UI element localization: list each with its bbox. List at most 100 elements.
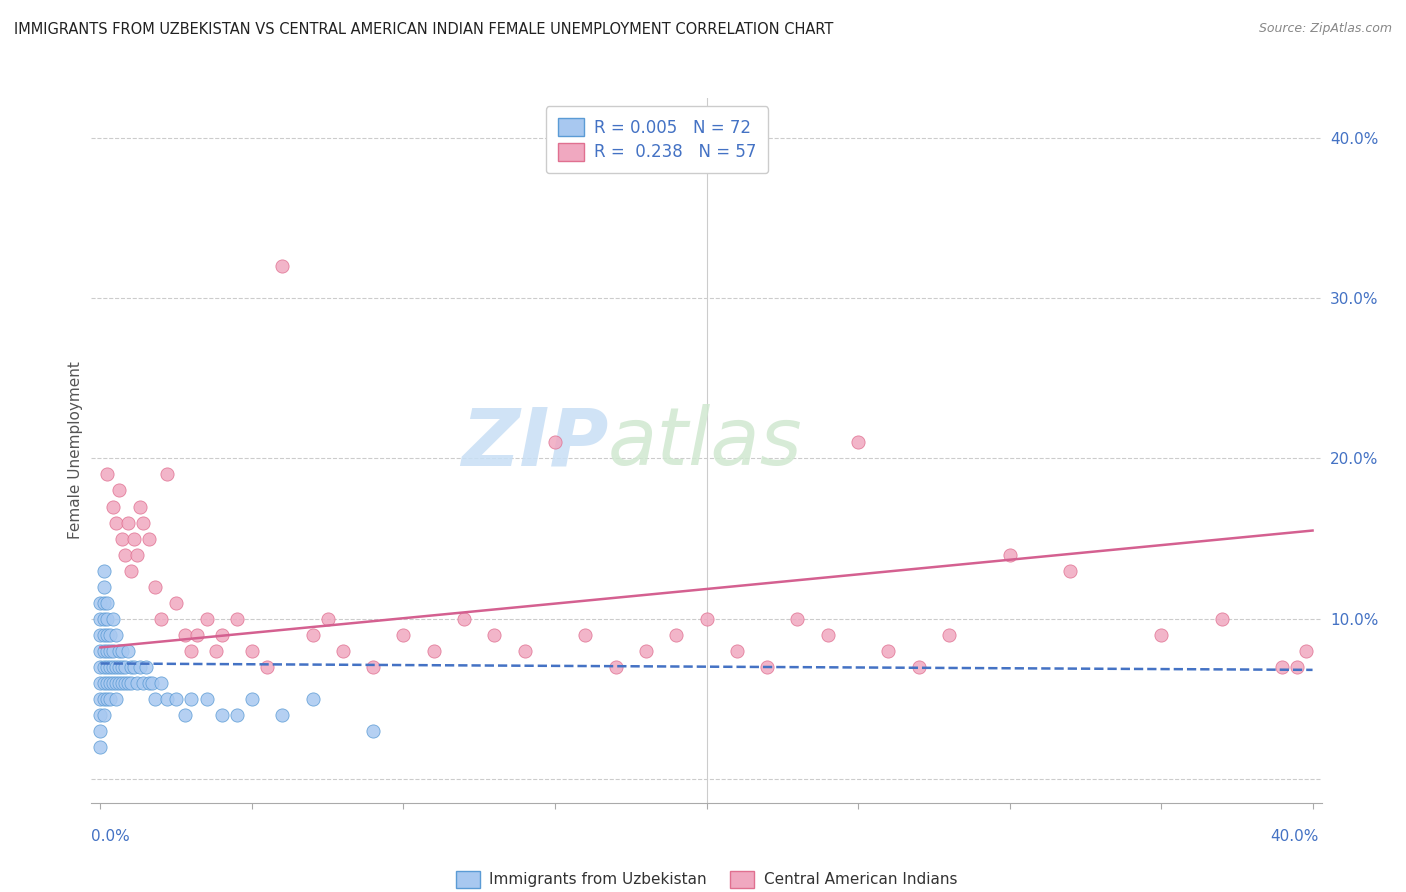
Text: atlas: atlas xyxy=(607,404,803,483)
Point xyxy=(111,643,134,657)
Point xyxy=(1059,564,1081,578)
Point xyxy=(316,612,339,626)
Point xyxy=(150,612,173,626)
Point xyxy=(89,643,111,657)
Text: 40.0%: 40.0% xyxy=(1271,830,1319,844)
Point xyxy=(101,659,124,673)
Point xyxy=(89,739,111,754)
Point xyxy=(817,627,839,641)
Point xyxy=(93,675,115,690)
Point xyxy=(98,643,121,657)
Point xyxy=(89,723,111,738)
Point xyxy=(104,691,127,706)
Point xyxy=(938,627,960,641)
Point xyxy=(544,435,567,450)
Point xyxy=(120,675,142,690)
Point xyxy=(211,627,233,641)
Point xyxy=(93,564,115,578)
Point xyxy=(165,596,187,610)
Point xyxy=(107,659,129,673)
Point xyxy=(301,627,323,641)
Point xyxy=(89,596,111,610)
Point xyxy=(240,643,263,657)
Point xyxy=(117,516,139,530)
Text: ZIP: ZIP xyxy=(461,404,607,483)
Point xyxy=(96,596,118,610)
Point xyxy=(93,612,115,626)
Text: IMMIGRANTS FROM UZBEKISTAN VS CENTRAL AMERICAN INDIAN FEMALE UNEMPLOYMENT CORREL: IMMIGRANTS FROM UZBEKISTAN VS CENTRAL AM… xyxy=(14,22,834,37)
Point xyxy=(150,675,173,690)
Y-axis label: Female Unemployment: Female Unemployment xyxy=(67,361,83,540)
Point xyxy=(332,643,354,657)
Point xyxy=(513,643,536,657)
Point xyxy=(1295,643,1317,657)
Point xyxy=(93,707,115,722)
Point xyxy=(98,675,121,690)
Point xyxy=(114,548,136,562)
Point xyxy=(104,675,127,690)
Point xyxy=(98,627,121,641)
Point xyxy=(361,659,384,673)
Point xyxy=(122,659,145,673)
Point xyxy=(96,467,118,482)
Point xyxy=(156,691,179,706)
Point xyxy=(104,627,127,641)
Point xyxy=(101,675,124,690)
Point xyxy=(96,675,118,690)
Point xyxy=(93,643,115,657)
Point xyxy=(605,659,627,673)
Point xyxy=(89,612,111,626)
Point xyxy=(93,691,115,706)
Point xyxy=(89,627,111,641)
Point xyxy=(114,675,136,690)
Point xyxy=(786,612,808,626)
Point xyxy=(1150,627,1173,641)
Point xyxy=(423,643,446,657)
Point xyxy=(138,532,160,546)
Point xyxy=(93,627,115,641)
Point xyxy=(725,643,748,657)
Point xyxy=(634,643,657,657)
Point xyxy=(225,707,247,722)
Point xyxy=(93,580,115,594)
Point xyxy=(120,564,142,578)
Point xyxy=(186,627,208,641)
Point xyxy=(122,532,145,546)
Point xyxy=(96,659,118,673)
Point xyxy=(98,659,121,673)
Point xyxy=(165,691,187,706)
Point xyxy=(132,675,155,690)
Point xyxy=(1271,659,1294,673)
Point xyxy=(195,612,218,626)
Point xyxy=(89,707,111,722)
Point xyxy=(93,596,115,610)
Point xyxy=(117,675,139,690)
Text: Source: ZipAtlas.com: Source: ZipAtlas.com xyxy=(1258,22,1392,36)
Point xyxy=(98,691,121,706)
Point xyxy=(125,548,148,562)
Point xyxy=(125,675,148,690)
Point xyxy=(132,516,155,530)
Point xyxy=(907,659,929,673)
Point xyxy=(107,483,129,498)
Point xyxy=(143,580,166,594)
Point xyxy=(180,643,202,657)
Point xyxy=(195,691,218,706)
Point xyxy=(138,675,160,690)
Point xyxy=(211,707,233,722)
Point xyxy=(156,467,179,482)
Point xyxy=(96,612,118,626)
Point xyxy=(204,643,226,657)
Point xyxy=(107,675,129,690)
Point xyxy=(111,675,134,690)
Point xyxy=(107,643,129,657)
Point xyxy=(1286,659,1309,673)
Point xyxy=(93,659,115,673)
Point xyxy=(392,627,415,641)
Point xyxy=(846,435,869,450)
Point xyxy=(117,643,139,657)
Point xyxy=(89,659,111,673)
Point xyxy=(143,691,166,706)
Point xyxy=(111,532,134,546)
Point xyxy=(174,627,197,641)
